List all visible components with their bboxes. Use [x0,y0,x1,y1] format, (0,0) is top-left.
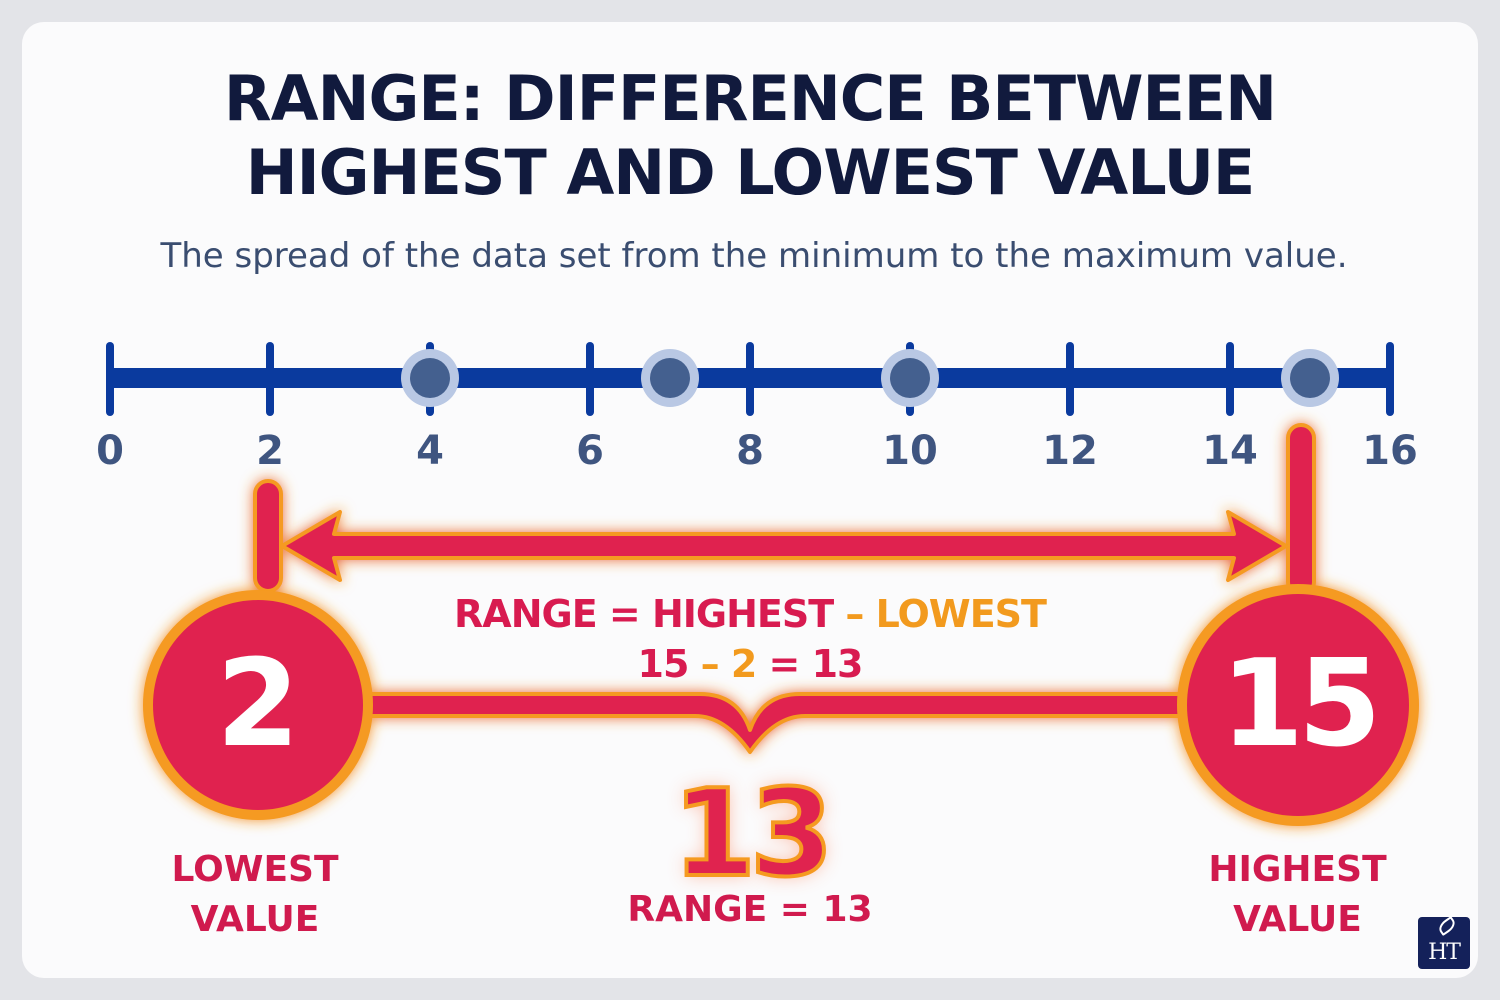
formula-calculation: 15 – 2 = 13 [0,642,1500,686]
title-line-1: RANGE: DIFFERENCE BETWEEN [223,62,1277,135]
data-point [890,358,930,398]
logo-text: HT [1428,940,1461,965]
page-title: RANGE: DIFFERENCE BETWEEN HIGHEST AND LO… [0,62,1500,210]
highest-caption-line1: HIGHEST [1208,849,1387,890]
highest-caption-line2: VALUE [1233,899,1362,940]
formula-highest-text: RANGE = HIGHEST [454,592,834,636]
calc-minus: – [688,642,731,686]
tick-label: 12 [1042,428,1098,474]
tick-label: 10 [882,428,938,474]
brand-logo: HT [1418,915,1470,969]
highest-value-caption: HIGHEST VALUE [1150,845,1445,945]
highest-value-circle [1177,584,1419,826]
lowest-caption-line2: VALUE [190,899,320,940]
tick-label: 8 [736,428,764,474]
calc-highest: 15 [637,642,690,686]
tick-label: 16 [1362,428,1418,474]
highest-value-number: 15 [1220,635,1382,774]
formula-lowest-text: – LOWEST [833,592,1047,636]
tick-label: 6 [576,428,604,474]
tick-labels: 0 2 4 6 8 10 12 14 16 [96,428,1418,474]
brace-connector [368,692,1187,754]
tick-label: 14 [1202,428,1258,474]
lowest-value-number: 2 [216,635,300,774]
range-caption: RANGE = 13 [627,889,873,930]
title-line-2: HIGHEST AND LOWEST VALUE [245,136,1256,209]
calc-result: = 13 [756,642,864,686]
calc-lowest: 2 [730,642,757,686]
tick-label: 2 [256,428,284,474]
data-point [650,358,690,398]
tick-label: 0 [96,428,124,474]
lowest-stem [253,479,283,593]
feather-icon [1436,915,1458,937]
range-connectors [143,423,1419,826]
data-point [1290,358,1330,398]
lowest-value-caption: LOWEST VALUE [120,845,390,945]
highest-stem [1286,423,1316,597]
formula-definition: RANGE = HIGHEST – LOWEST [0,592,1500,636]
lowest-value-circle [143,590,373,820]
double-arrow-icon [280,510,1288,582]
data-points [401,349,1339,407]
range-result-number: 13 [671,763,836,906]
lowest-caption-line1: LOWEST [171,849,339,890]
tick-label: 4 [416,428,444,474]
data-point [410,358,450,398]
number-line: 0 2 4 6 8 10 12 14 16 [96,342,1418,474]
subtitle: The spread of the data set from the mini… [160,236,1348,276]
